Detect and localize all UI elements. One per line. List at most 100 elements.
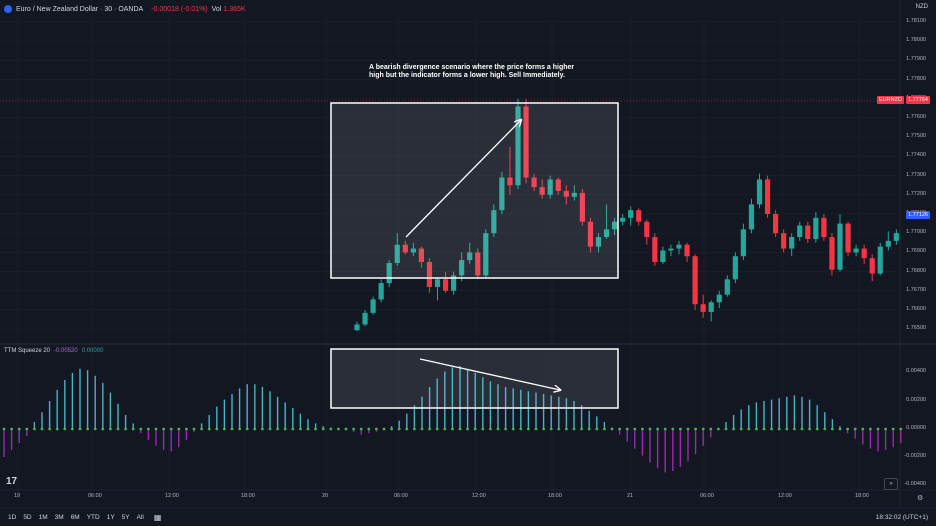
- indicator-value-2: 0.00000: [81, 348, 104, 354]
- candle-body: [612, 221, 618, 230]
- candle-body: [748, 204, 755, 230]
- timeframe-3m[interactable]: 3M: [54, 513, 64, 521]
- squeeze-dot: [413, 427, 416, 431]
- squeeze-dot: [777, 427, 781, 431]
- squeeze-dot: [671, 427, 675, 431]
- squeeze-dot: [884, 427, 887, 431]
- timeframe-5d[interactable]: 5D: [23, 513, 32, 521]
- calendar-icon[interactable]: ▦: [153, 512, 162, 522]
- candle-body: [764, 179, 771, 214]
- candle-body: [837, 223, 843, 270]
- squeeze-dot: [86, 427, 89, 431]
- squeeze-dot: [131, 427, 135, 431]
- price-axis-label: 1.76800: [906, 267, 926, 274]
- settings-gear-icon[interactable]: ⚙: [917, 495, 924, 502]
- squeeze-dot: [739, 427, 743, 431]
- go-to-realtime-icon[interactable]: »: [884, 478, 898, 490]
- squeeze-dot: [101, 427, 105, 431]
- candle-body: [370, 299, 376, 313]
- candle-body: [386, 262, 392, 284]
- candle-body: [434, 279, 441, 287]
- oscillator-axis-label: 0.00000: [906, 425, 926, 431]
- candle-body: [636, 210, 642, 222]
- symbol-title[interactable]: Euro / New Zealand Dollar · 30 · OANDA: [16, 5, 144, 13]
- candle-body: [781, 233, 787, 249]
- candle-body: [555, 179, 561, 191]
- candle-body: [628, 210, 634, 218]
- candle-body: [426, 262, 433, 287]
- squeeze-dot: [762, 427, 766, 431]
- candle-body: [547, 179, 553, 195]
- candle-body: [893, 233, 899, 241]
- currency-label[interactable]: NZD: [915, 4, 928, 10]
- time-axis-label: 12:00: [165, 493, 179, 499]
- squeeze-dot: [451, 427, 454, 431]
- squeeze-dot: [177, 427, 181, 431]
- squeeze-dot: [306, 427, 310, 431]
- candle-body: [845, 223, 851, 253]
- squeeze-dot: [587, 427, 591, 431]
- candle-body: [475, 252, 481, 276]
- squeeze-dot: [876, 427, 880, 431]
- price-axis-label: 1.77500: [906, 133, 926, 140]
- candle-body: [410, 248, 416, 253]
- squeeze-dot: [25, 427, 29, 431]
- indicator-highlight-box: [330, 348, 619, 409]
- time-axis-label: 18:00: [241, 493, 255, 499]
- timeframe-1m[interactable]: 1M: [38, 513, 48, 521]
- squeeze-dot: [337, 427, 340, 431]
- candle-body: [571, 192, 577, 197]
- tradingview-logo-icon[interactable]: 17: [6, 476, 18, 487]
- candle-body: [708, 302, 714, 312]
- candle-body: [491, 210, 497, 234]
- squeeze-dot: [899, 427, 903, 431]
- squeeze-dot: [299, 427, 302, 431]
- squeeze-dot: [207, 427, 211, 431]
- annotation-text: A bearish divergence scenario where the …: [369, 64, 575, 79]
- squeeze-dot: [519, 427, 523, 431]
- candle-body: [483, 233, 489, 276]
- squeeze-dot: [663, 427, 667, 431]
- squeeze-dot: [443, 427, 447, 431]
- candle-body: [467, 252, 473, 261]
- squeeze-dot: [109, 427, 112, 431]
- candle-body: [418, 248, 424, 262]
- timeframe-6m[interactable]: 6M: [70, 513, 80, 521]
- squeeze-dot: [800, 427, 804, 431]
- candle-body: [539, 187, 545, 195]
- price-axis-label: 1.77900: [906, 56, 926, 63]
- time-axis-label: 06:00: [88, 493, 102, 499]
- indicator-name[interactable]: TTM Squeeze 20: [4, 348, 51, 354]
- squeeze-dot: [458, 427, 462, 431]
- squeeze-dot: [253, 427, 257, 431]
- squeeze-dot: [344, 427, 348, 431]
- candle-body: [668, 248, 674, 251]
- squeeze-dot: [261, 427, 264, 431]
- oscillator-axis-label: -0.00400: [904, 481, 926, 487]
- timeframe-1d[interactable]: 1D: [8, 513, 17, 521]
- timeframe-5y[interactable]: 5Y: [121, 513, 130, 521]
- squeeze-dot: [527, 427, 530, 431]
- price-change: -0.00018 (-0.01%): [151, 5, 208, 13]
- squeeze-dot: [481, 427, 485, 431]
- squeeze-dot: [557, 427, 561, 431]
- squeeze-dot: [504, 427, 507, 431]
- candle-body: [394, 244, 400, 263]
- symbol-logo-icon: [4, 5, 12, 13]
- squeeze-dot: [93, 427, 97, 431]
- timeframe-all[interactable]: All: [136, 513, 144, 521]
- squeeze-dot: [33, 427, 36, 431]
- timeframe-ytd[interactable]: YTD: [86, 513, 100, 521]
- squeeze-dot: [542, 427, 545, 431]
- clock-readout[interactable]: 18:32:02 (UTC+1): [875, 513, 928, 521]
- squeeze-dot: [633, 427, 637, 431]
- squeeze-dot: [466, 427, 469, 431]
- squeeze-dot: [473, 427, 477, 431]
- candle-body: [732, 256, 738, 280]
- squeeze-dot: [71, 427, 74, 431]
- timeframe-1y[interactable]: 1Y: [106, 513, 115, 521]
- candle-body: [362, 312, 368, 325]
- squeeze-dot: [291, 427, 295, 431]
- candle-body: [644, 221, 650, 238]
